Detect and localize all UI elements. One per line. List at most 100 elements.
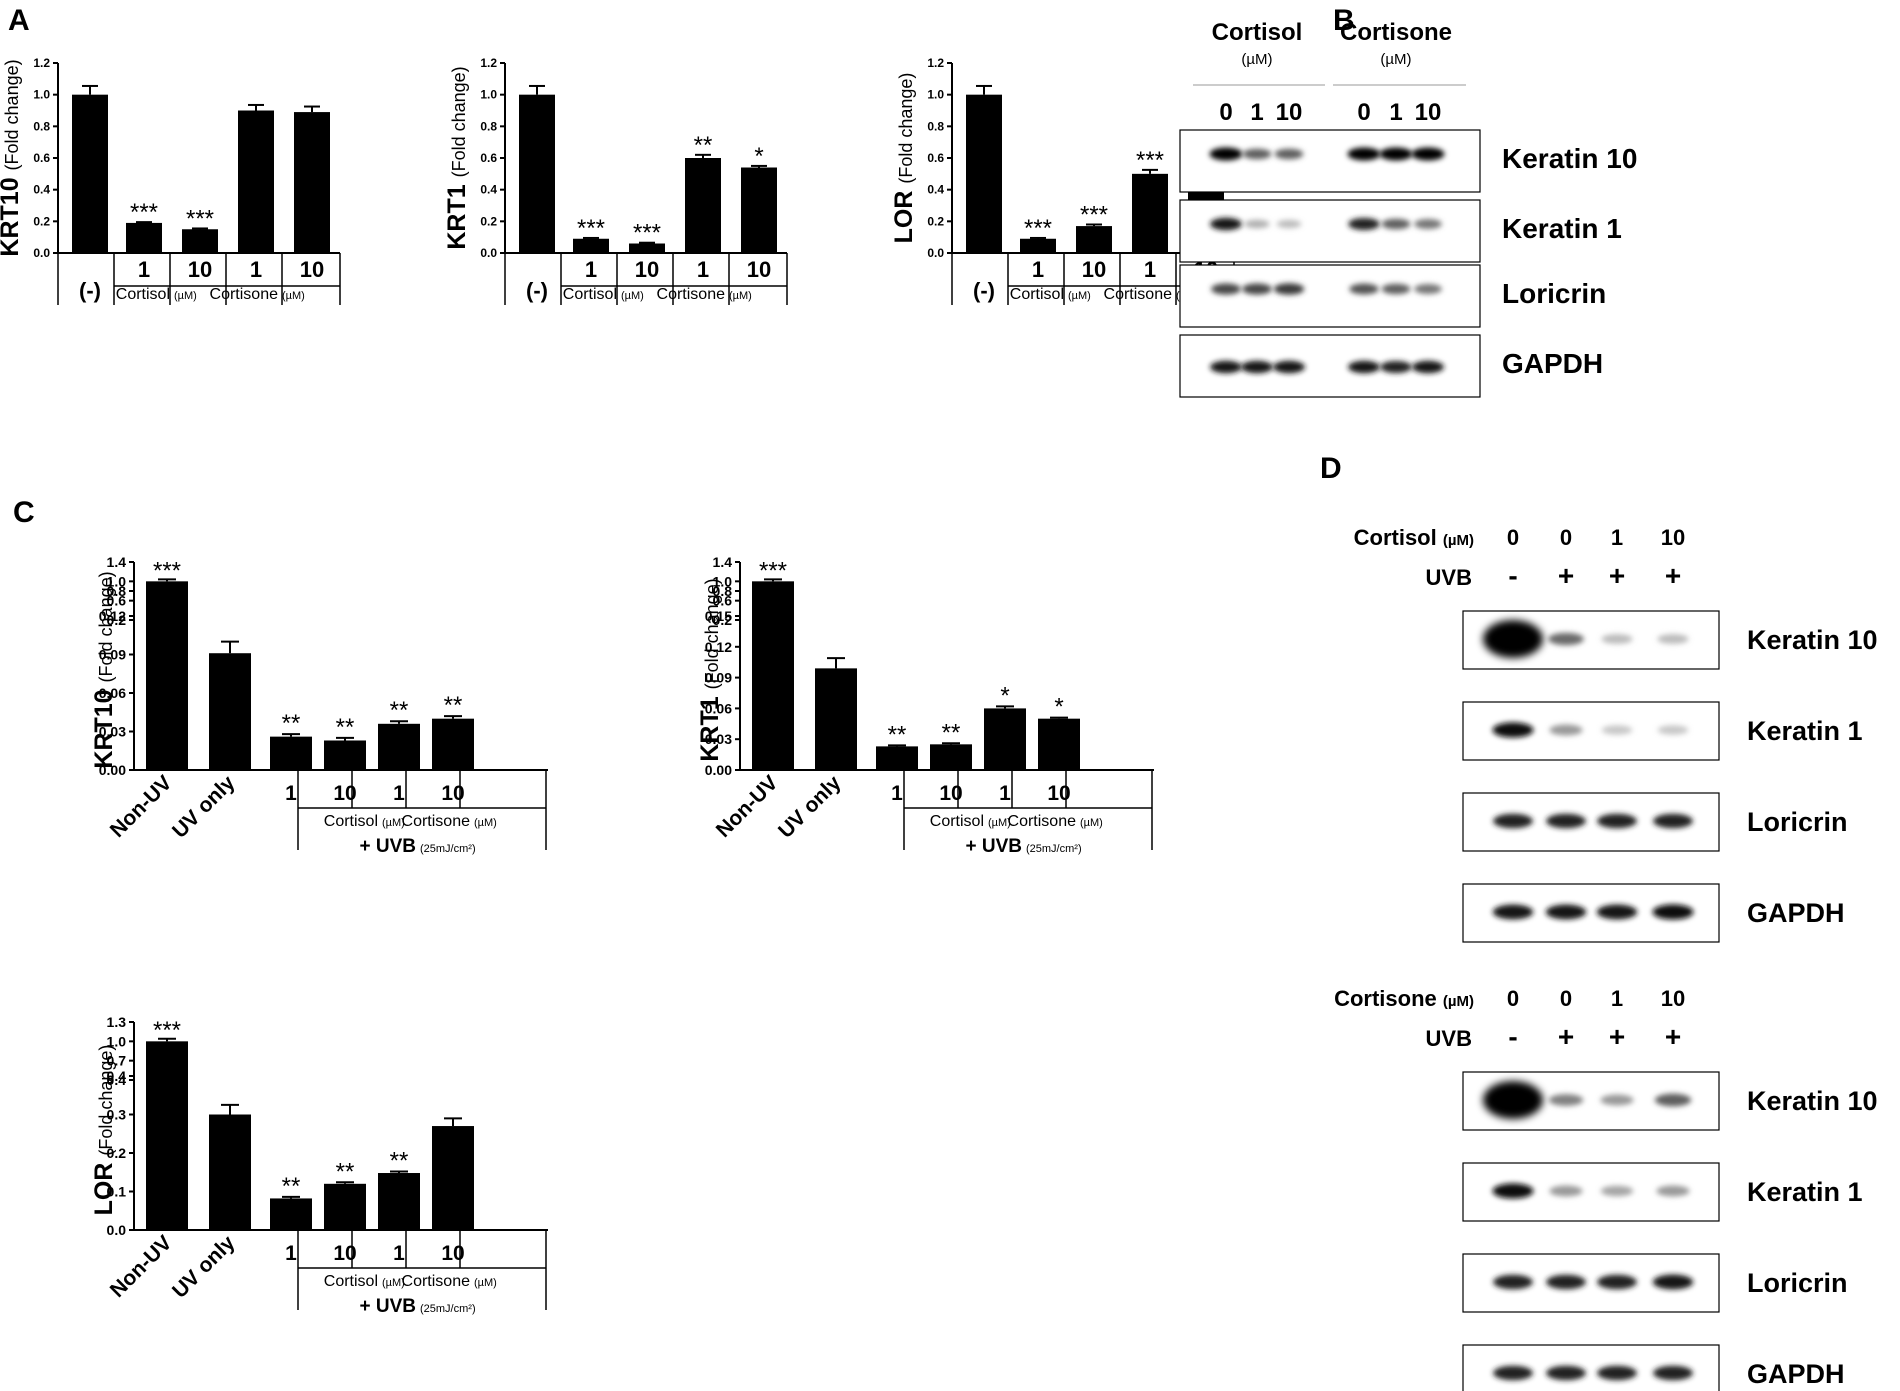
y-tick-label: 1.2	[927, 56, 944, 70]
y-axis-label: KRT1 (Fold change)	[443, 66, 471, 249]
y-axis-label-main: KRT10	[90, 682, 118, 768]
bar-upper	[752, 581, 794, 620]
group-unit: (µM)	[1068, 290, 1091, 302]
y-tick-label: 0.0	[927, 246, 944, 260]
significance-marker: *	[754, 143, 763, 170]
lane-dose-label: 10	[1661, 525, 1685, 550]
blot-band	[1493, 813, 1533, 829]
bar	[432, 718, 474, 770]
y-axis-label: KRT1 (Fold change)	[696, 578, 724, 761]
x-category-label: Non-UV	[106, 771, 177, 842]
y-tick-label: 0.8	[33, 119, 50, 133]
bar	[573, 238, 609, 253]
bar	[930, 744, 972, 770]
y-tick-label: 0.8	[480, 119, 497, 133]
x-category-label: 1	[999, 782, 1011, 805]
blot-band	[1273, 360, 1305, 374]
y-tick-label: 0.7	[107, 1053, 127, 1069]
treatment-unit: (25mJ/cm²)	[1026, 843, 1082, 855]
blot-band	[1483, 620, 1543, 658]
blot-drug-unit: (µM)	[1443, 993, 1474, 1010]
y-tick-label: 0.1	[107, 1184, 127, 1200]
y-axis-label-unit: (Fold change)	[896, 73, 916, 184]
x-category-label: (-)	[526, 278, 548, 303]
group-label-cortisol: Cortisol	[930, 813, 984, 830]
blot-band	[1210, 360, 1242, 374]
lane-dose-label: 0	[1507, 525, 1519, 550]
y-axis-label-unit: (Fold change)	[96, 1045, 116, 1156]
treatment-label: + UVB	[360, 1296, 417, 1317]
blot-band	[1600, 1094, 1634, 1106]
y-tick-label: 0.4	[107, 1068, 127, 1084]
blot-band	[1652, 904, 1694, 920]
lane-uvb-label: +	[1609, 1021, 1625, 1052]
x-category-label: 1	[1032, 257, 1044, 282]
y-tick-label: 0.4	[33, 183, 50, 197]
x-category-label: 1	[585, 257, 597, 282]
blot-band	[1548, 1094, 1584, 1106]
blot-band	[1652, 1274, 1694, 1290]
blot-band	[1209, 147, 1243, 161]
group-label-cortisone: Cortisone	[210, 286, 279, 303]
group-unit: (µM)	[988, 817, 1011, 829]
bar	[984, 708, 1026, 770]
significance-marker: ***	[130, 199, 158, 226]
group-unit: (µM)	[174, 290, 197, 302]
y-tick-label: 0.12	[705, 639, 732, 655]
y-tick-label: 0.2	[713, 612, 733, 628]
significance-marker: *	[1000, 682, 1009, 709]
lane-uvb-label: +	[1609, 560, 1625, 591]
group-label-cortisone: Cortisone	[1008, 813, 1077, 830]
lane-uvb-label: +	[1558, 1021, 1574, 1052]
bar	[741, 167, 777, 253]
y-axis-label-main: LOR	[90, 1156, 118, 1216]
x-category-label: 10	[635, 257, 659, 282]
bar-lower	[752, 616, 794, 770]
blot-group-unit: (µM)	[1380, 51, 1411, 68]
blot-frame	[1179, 264, 1481, 328]
y-tick-label: 1.2	[480, 56, 497, 70]
blot-band	[1492, 1183, 1534, 1199]
blot-frame	[1179, 199, 1481, 263]
blot-band	[1348, 217, 1380, 231]
bar	[209, 1114, 251, 1230]
bar	[378, 1173, 420, 1230]
chart-c-krt10: 0.000.030.060.090.120.20.60.81.01.4KRT10…	[90, 554, 548, 857]
blot-band	[1653, 813, 1693, 829]
y-tick-label: 0.12	[99, 608, 126, 624]
lane-dose-label: 0	[1560, 525, 1572, 550]
significance-marker: **	[888, 721, 907, 748]
group-label-cortisol: Cortisol	[1010, 286, 1064, 303]
blot-drug-label: Cortisone (µM)	[1334, 986, 1474, 1011]
western-blot-b: Cortisol(µM)Cortisone(µM)0 1 10 0 1 10Keratin…	[1179, 19, 1637, 398]
x-category-label: 10	[333, 782, 356, 805]
x-category-label: 10	[441, 782, 464, 805]
significance-marker: ***	[153, 1017, 181, 1044]
lane-uvb-label: -	[1508, 560, 1517, 591]
blot-row-label: GAPDH	[1747, 898, 1845, 928]
x-category-label: 1	[891, 782, 903, 805]
blot-band	[1597, 1365, 1637, 1381]
y-axis-label: LOR (Fold change)	[90, 1045, 118, 1216]
blot-band	[1276, 219, 1302, 229]
y-tick-label: 1.0	[927, 88, 944, 102]
bar-upper	[146, 1041, 188, 1080]
y-tick-label: 0.03	[99, 724, 126, 740]
blot-band	[1492, 722, 1534, 738]
y-tick-label: 0.6	[927, 151, 944, 165]
blot-row-label: GAPDH	[1502, 348, 1603, 379]
lane-dose-label: 0	[1219, 99, 1232, 126]
group-unit: (µM)	[474, 1277, 497, 1289]
group-unit: (µM)	[382, 1277, 405, 1289]
y-axis-label-unit: (Fold change)	[96, 571, 116, 682]
bar	[815, 668, 857, 770]
significance-marker: ***	[1080, 202, 1108, 229]
lane-uvb-label: -	[1508, 1021, 1517, 1052]
y-tick-label: 1.0	[713, 573, 733, 589]
bar	[294, 112, 330, 253]
x-category-label: UV only	[774, 771, 846, 843]
blot-band	[1381, 283, 1411, 295]
